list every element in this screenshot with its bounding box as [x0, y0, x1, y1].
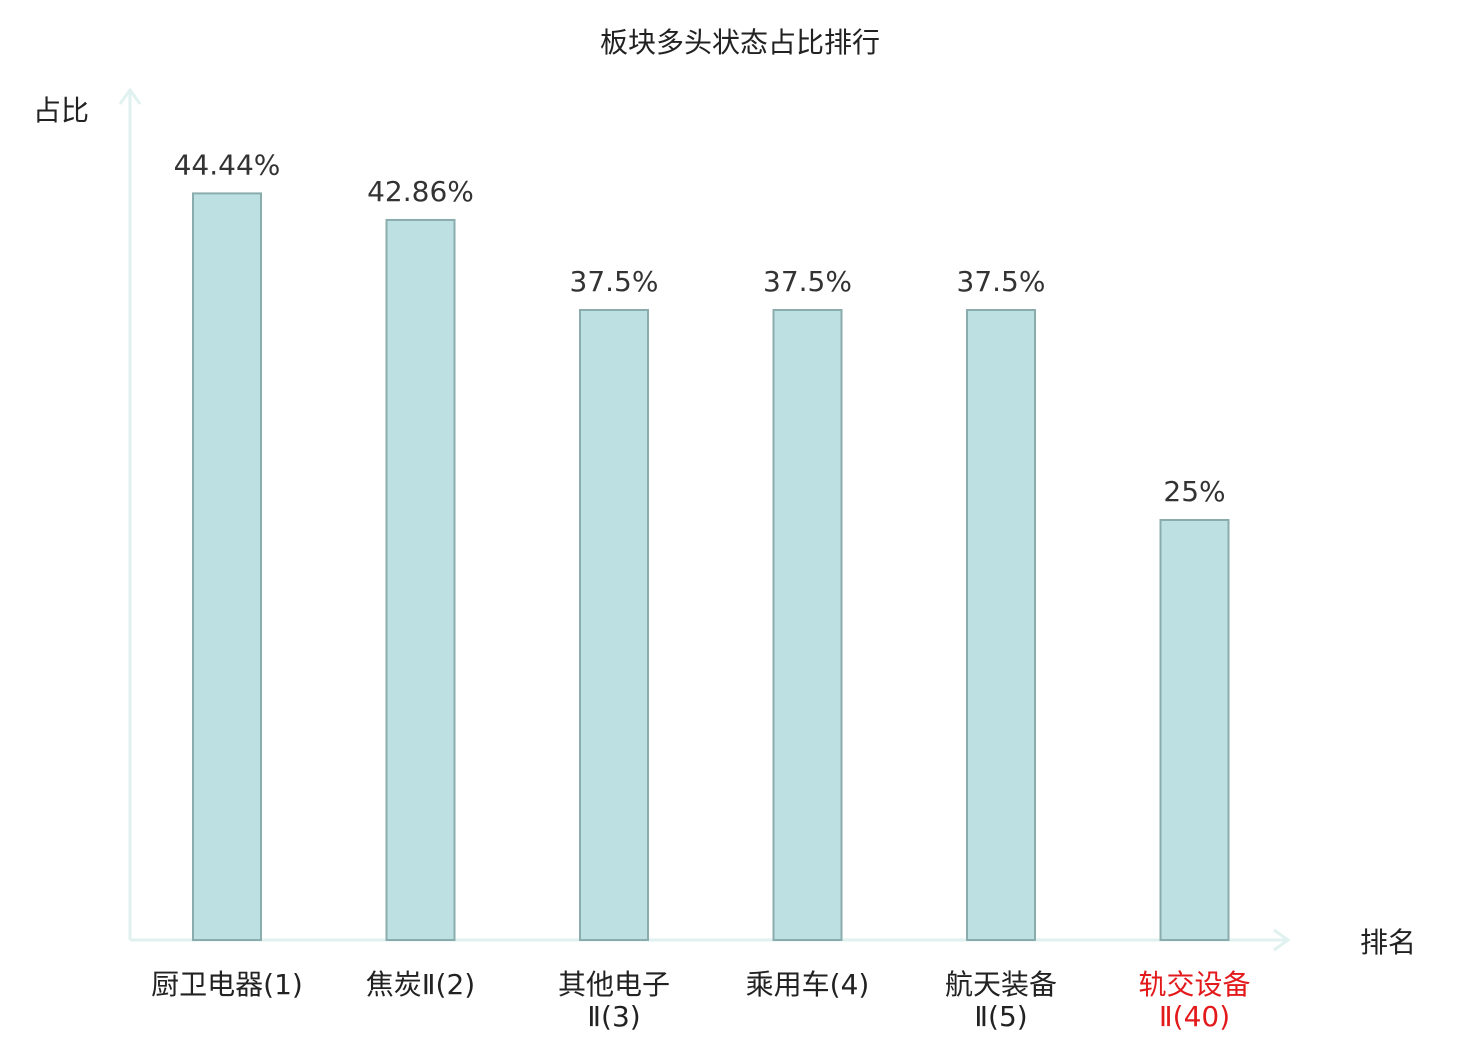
bar-6 [1159, 519, 1230, 941]
value-label-1: 44.44% [174, 148, 281, 181]
category-label-4: 乘用车(4) [746, 968, 870, 1001]
category-label-1: 厨卫电器(1) [151, 968, 303, 1001]
bars-group [192, 192, 1230, 941]
axes [118, 87, 1291, 952]
value-label-2: 42.86% [367, 175, 474, 208]
chart-title: 板块多头状态占比排行 [600, 26, 880, 59]
bar-1 [192, 192, 262, 941]
value-label-5: 37.5% [957, 265, 1046, 298]
value-labels-group: 44.44% 42.86% 37.5% 37.5% 37.5% 25% [174, 148, 1226, 508]
y-axis-arrow-icon [118, 87, 142, 105]
bar-3 [579, 309, 649, 941]
y-axis-label: 占比 [33, 94, 89, 127]
category-label-5: 航天装备 Ⅱ(5) [945, 968, 1057, 1033]
bar-4 [772, 309, 843, 941]
value-label-6: 25% [1163, 475, 1225, 508]
category-labels-group: 厨卫电器(1) 焦炭Ⅱ(2) 其他电子 Ⅱ(3) 乘用车(4) 航天装备 Ⅱ(5) 轨交设备 Ⅱ… [151, 968, 1250, 1033]
value-label-4: 37.5% [763, 265, 852, 298]
x-axis-label: 排名 [1360, 926, 1416, 959]
bar-2 [385, 218, 456, 941]
x-axis-arrow-icon [1273, 928, 1291, 952]
category-label-3: 其他电子 Ⅱ(3) [558, 968, 670, 1033]
category-label-6: 轨交设备 Ⅱ(40) [1138, 968, 1250, 1033]
category-label-2: 焦炭Ⅱ(2) [366, 968, 475, 1001]
value-label-3: 37.5% [570, 265, 659, 298]
bar-5 [966, 309, 1036, 941]
